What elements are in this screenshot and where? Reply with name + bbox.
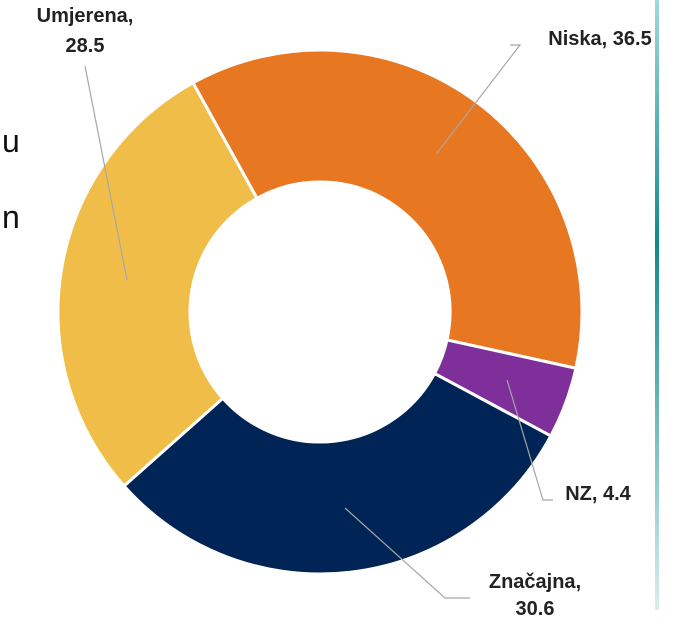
data-label: Značajna, 30.6	[489, 571, 581, 620]
label-separator: ,	[128, 5, 134, 27]
label-separator: ,	[576, 571, 582, 593]
leader-line	[84, 65, 128, 281]
slice	[121, 371, 553, 576]
label-category: Niska	[548, 28, 602, 50]
label-separator: ,	[592, 483, 603, 505]
label-category: Značajna	[489, 571, 577, 593]
side-rule	[655, 0, 659, 610]
label-value: 30.6	[516, 598, 555, 620]
data-label: NZ, 4.4	[565, 483, 631, 505]
slice	[190, 48, 584, 371]
label-value: 4.4	[603, 483, 632, 505]
side-text: u	[2, 123, 20, 159]
data-label: Niska, 36.5	[548, 28, 651, 50]
label-value: 28.5	[66, 35, 105, 57]
data-label: Umjerena, 28.5	[37, 5, 134, 57]
label-value: 36.5	[613, 28, 652, 50]
leader-line	[436, 44, 522, 154]
label-category: Umjerena	[37, 5, 129, 27]
leader-line	[344, 507, 470, 599]
leader-line	[506, 379, 553, 501]
side-text: n	[2, 199, 20, 235]
label-category: NZ	[565, 483, 592, 505]
label-separator: ,	[602, 28, 613, 50]
